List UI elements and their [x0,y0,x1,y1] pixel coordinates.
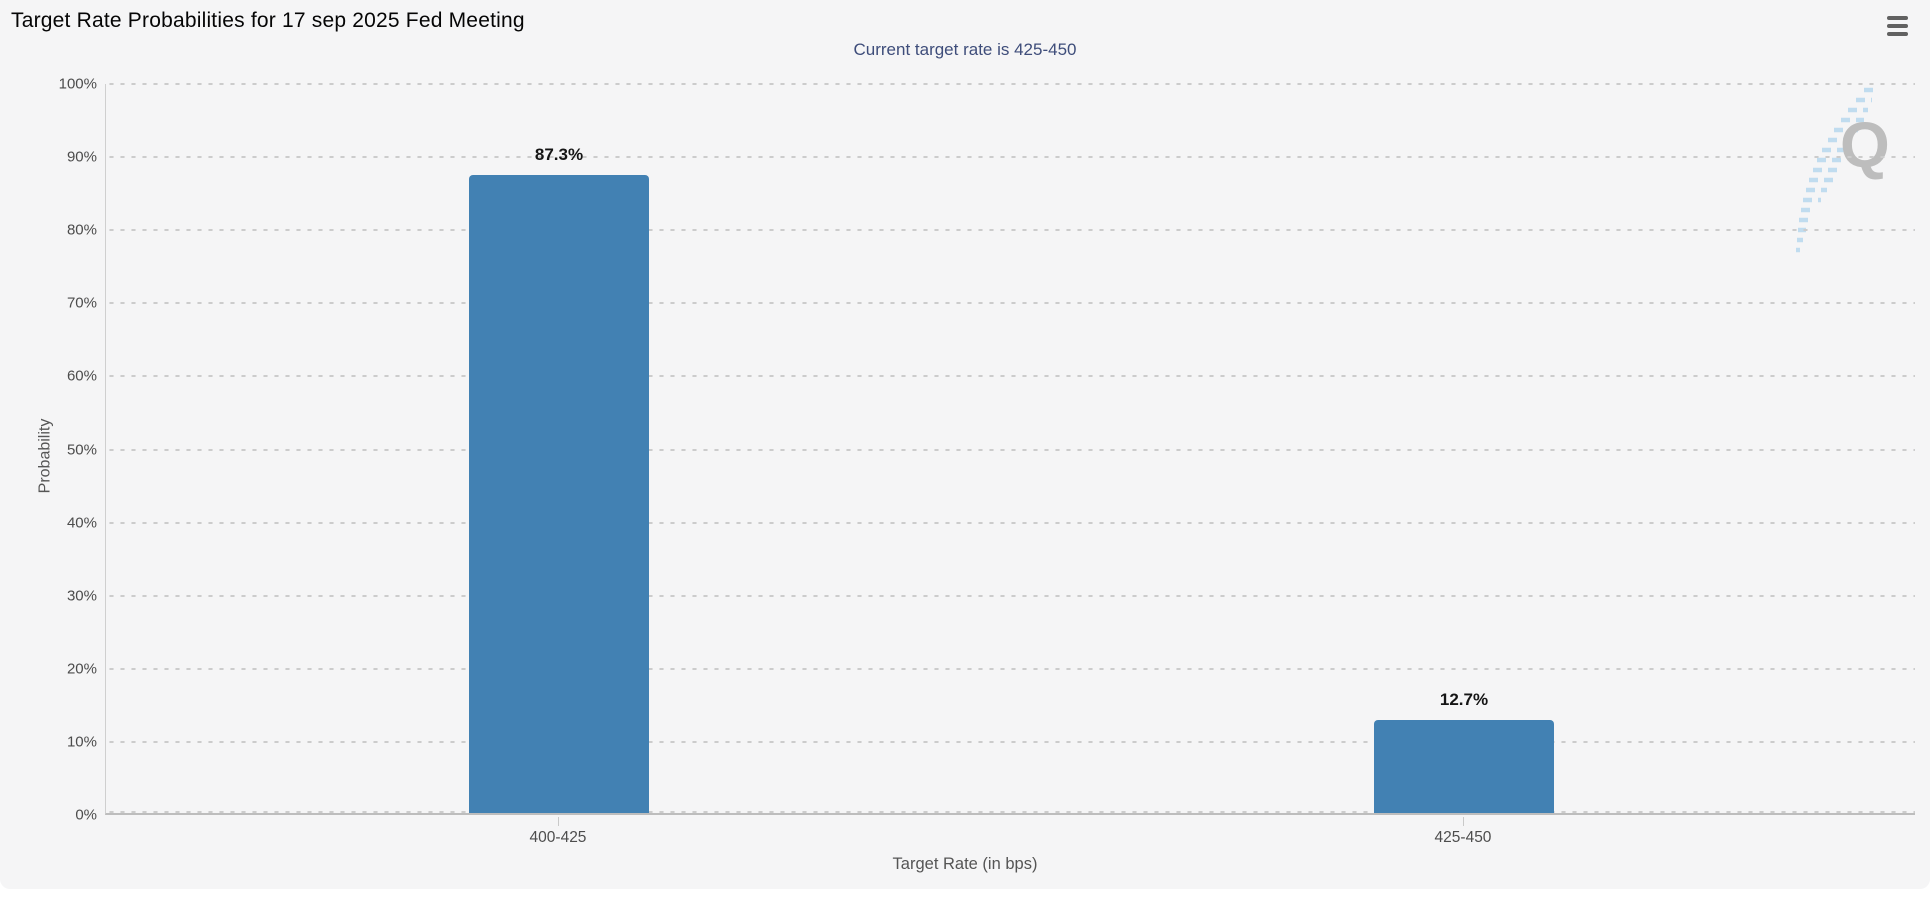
chart-title: Target Rate Probabilities for 17 sep 202… [11,9,525,32]
menu-bar [1887,24,1908,28]
bar-425-450[interactable] [1374,720,1554,813]
gridline [106,83,1915,85]
gridline [106,668,1915,670]
gridline [106,229,1915,231]
gridline [106,595,1915,597]
y-axis-tick-label: 30% [66,587,97,605]
x-axis-tick-mark [558,817,559,826]
y-axis-tick-label: 60% [66,367,97,385]
y-axis-tick-label: 10% [66,733,97,751]
y-axis-tick-label: 90% [66,148,97,166]
gridline [106,156,1915,158]
y-axis-tick-label: 20% [66,660,97,678]
y-axis-tick-label: 40% [66,514,97,532]
x-axis-category-label: 400-425 [529,829,587,846]
gridline [106,375,1915,377]
bar-value-label: 87.3% [534,145,584,164]
gridline [106,302,1915,304]
y-axis-tick-label: 70% [66,294,97,312]
y-axis-tick-label: 100% [58,75,97,93]
menu-bar [1887,16,1908,20]
menu-bar [1887,32,1908,36]
bar-value-label: 12.7% [1439,690,1489,709]
bar-400-425[interactable] [469,175,649,813]
plot-area: 87.3% 12.7% [105,83,1915,815]
gridline [106,741,1915,743]
gridline [106,811,1915,813]
hamburger-menu-icon[interactable] [1886,15,1910,37]
gridline [106,449,1915,451]
gridline [106,522,1915,524]
y-axis-tick-label: 50% [66,441,97,459]
x-axis-tick-mark [1463,817,1464,826]
x-axis-category-label: 425-450 [1434,829,1492,846]
x-axis-title: Target Rate (in bps) [892,855,1038,873]
chart-subtitle: Current target rate is 425-450 [853,40,1077,59]
y-axis-tick-label: 80% [66,221,97,239]
y-axis-tick-label: 0% [75,806,97,824]
